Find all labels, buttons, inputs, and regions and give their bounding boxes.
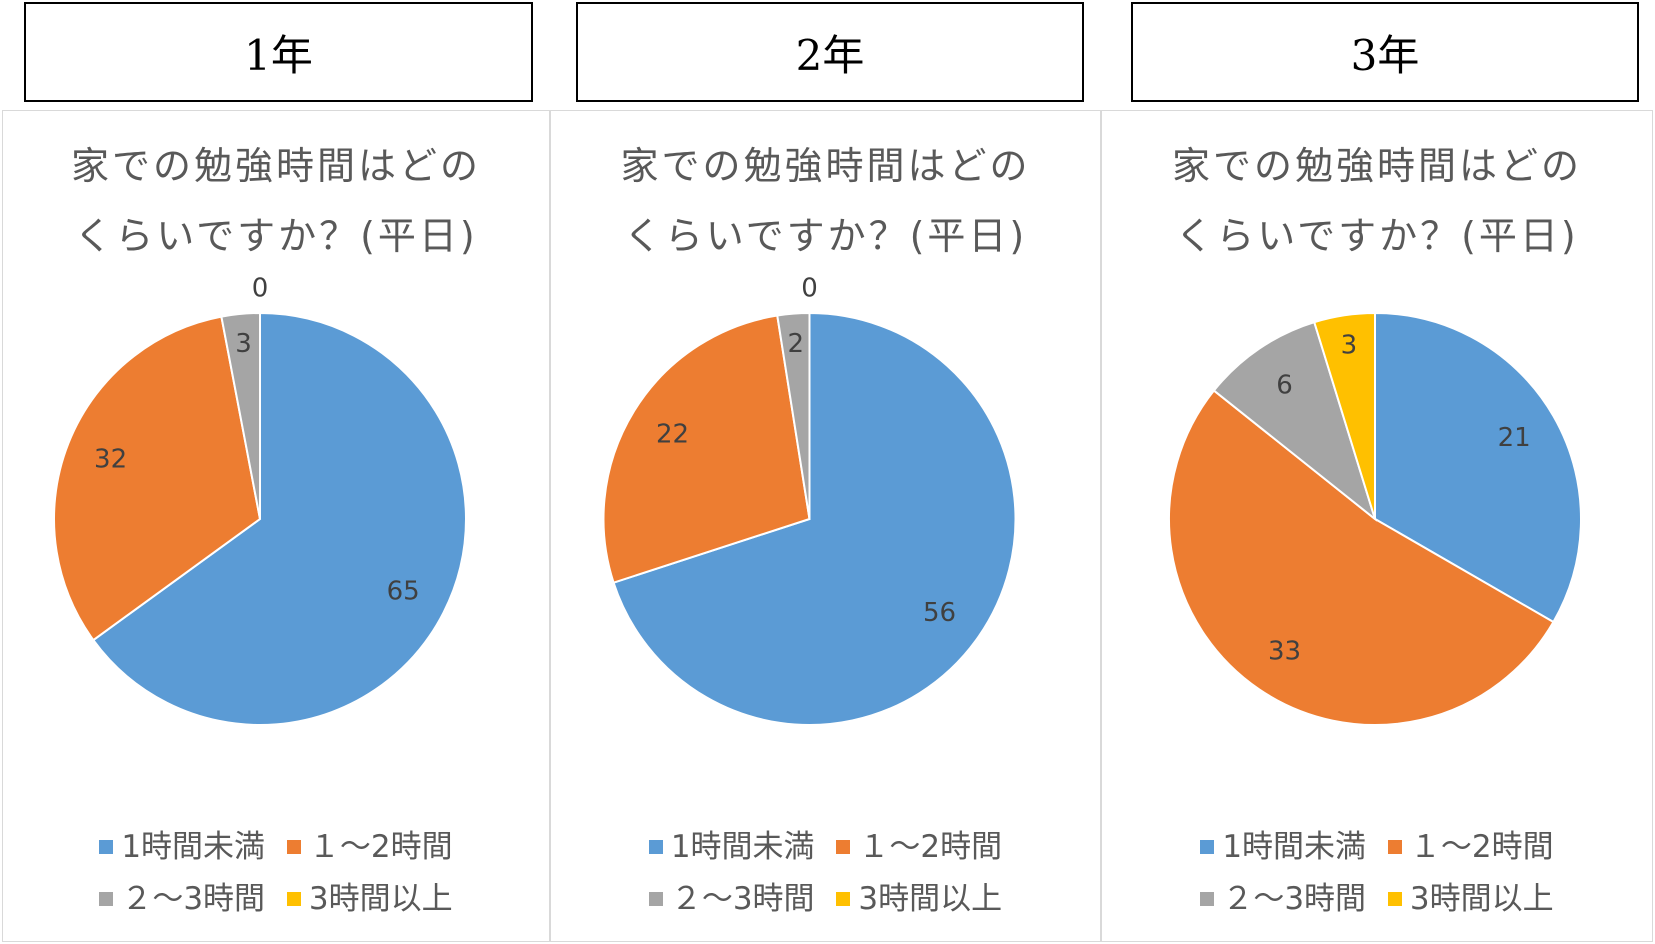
legend-item-2to3: ２～3時間 xyxy=(1200,873,1366,925)
legend-item-3plus: 3時間以上 xyxy=(286,873,453,925)
grade-header-3: 3年 xyxy=(1131,2,1639,102)
legend-label-1to2: １～2時間 xyxy=(858,829,1003,865)
pie-slice-lt1 xyxy=(1374,311,1582,624)
data-label-1to2: 22 xyxy=(656,420,689,450)
chart-title-line-2: くらいですか？(平日) xyxy=(623,214,1028,258)
legend-label-3plus: 3時間以上 xyxy=(1409,881,1554,917)
chart-title-line-1: 家での勉強時間はどの xyxy=(1171,144,1582,188)
legend-swatch-3plus xyxy=(836,891,851,906)
chart-title-line-2: くらいですか？(平日) xyxy=(1175,214,1579,258)
data-label-1to2: 32 xyxy=(94,444,127,474)
legend-label-lt1: 1時間未満 xyxy=(121,829,266,865)
grade-header-1: 1年 xyxy=(24,2,533,102)
data-label-lt1: 21 xyxy=(1498,423,1531,453)
legend-label-2to3: ２～3時間 xyxy=(121,881,266,917)
legend-item-1to2: １～2時間 xyxy=(286,821,453,873)
chart-title-line-1: 家での勉強時間はどの xyxy=(70,144,481,188)
pie-slice-1to2 xyxy=(602,314,811,584)
data-label-3plus: 3 xyxy=(1341,330,1358,360)
legend-swatch-2to3 xyxy=(648,891,663,906)
legend-label-3plus: 3時間以上 xyxy=(308,881,453,917)
legend-label-2to3: ２～3時間 xyxy=(1222,881,1367,917)
legend-swatch-1to2 xyxy=(1387,839,1402,854)
chart-legend: 1時間未満 １～2時間 ２～3時間 3時間以上 xyxy=(3,821,549,925)
legend-swatch-lt1 xyxy=(99,839,114,854)
legend-label-1to2: １～2時間 xyxy=(308,829,453,865)
legend-item-3plus: 3時間以上 xyxy=(1387,873,1554,925)
chart-legend: 1時間未満 １～2時間 ２～3時間 3時間以上 xyxy=(551,821,1100,925)
data-label-lt1: 65 xyxy=(387,576,420,606)
legend-item-1to2: １～2時間 xyxy=(1387,821,1554,873)
data-label-2to3: 2 xyxy=(787,329,804,359)
legend-swatch-2to3 xyxy=(99,891,114,906)
legend-label-lt1: 1時間未満 xyxy=(1222,829,1367,865)
pie-slice-2to3 xyxy=(1212,320,1377,522)
chart-panel-grade-3: 家での勉強時間はどの くらいですか？(平日) 21 33 6 3 1時間未満 １～2時… xyxy=(1101,110,1653,942)
pie-chart: 65 32 30 xyxy=(53,274,467,726)
pie-slice-lt1 xyxy=(612,311,1017,726)
chart-title-line-2: くらいですか？(平日) xyxy=(74,214,478,258)
data-label-2to3: 6 xyxy=(1276,371,1293,401)
legend-label-lt1: 1時間未満 xyxy=(670,829,815,865)
pie-slice-2to3 xyxy=(220,311,261,520)
legend-label-3plus: 3時間以上 xyxy=(858,881,1003,917)
legend-swatch-3plus xyxy=(286,891,301,906)
legend-item-lt1: 1時間未満 xyxy=(648,821,815,873)
legend-item-1to2: １～2時間 xyxy=(836,821,1002,873)
legend-swatch-1to2 xyxy=(836,839,851,854)
legend-item-2to3: ２～3時間 xyxy=(648,873,815,925)
legend-label-2to3: ２～3時間 xyxy=(670,881,815,917)
legend-swatch-3plus xyxy=(1387,891,1402,906)
chart-legend: 1時間未満 １～2時間 ２～3時間 3時間以上 xyxy=(1102,821,1652,925)
chart-title: 家での勉強時間はどの くらいですか？(平日) xyxy=(1102,131,1652,271)
chart-panel-grade-2: 家での勉強時間はどの くらいですか？(平日) 56 22 2 0 1時間未満 １～2時… xyxy=(550,110,1101,942)
data-label-lt1: 56 xyxy=(923,598,956,628)
chart-panel-grade-1: 家での勉強時間はどの くらいですか？(平日) 65 32 3 0 1時間未満 １～2時… xyxy=(2,110,550,942)
legend-label-1to2: １～2時間 xyxy=(1409,829,1554,865)
pie-chart: 21 33 6 3 xyxy=(1168,311,1582,726)
legend-item-lt1: 1時間未満 xyxy=(1200,821,1366,873)
pie-slice-lt1 xyxy=(91,311,467,726)
data-label-1to2: 33 xyxy=(1268,636,1301,666)
pie-slice-3plus xyxy=(1313,311,1376,520)
chart-title-line-1: 家での勉強時間はどの xyxy=(620,144,1031,188)
legend-item-lt1: 1時間未満 xyxy=(99,821,265,873)
data-label-3plus: 0 xyxy=(252,274,269,304)
legend-item-3plus: 3時間以上 xyxy=(836,873,1002,925)
chart-title: 家での勉強時間はどの くらいですか？(平日) xyxy=(551,131,1100,271)
chart-title: 家での勉強時間はどの くらいですか？(平日) xyxy=(3,131,549,271)
legend-swatch-1to2 xyxy=(286,839,301,854)
legend-swatch-lt1 xyxy=(648,839,663,854)
pie-slice-2to3 xyxy=(776,311,811,520)
pie-slice-1to2 xyxy=(53,315,262,642)
data-label-2to3: 3 xyxy=(235,329,252,359)
pie-slice-1to2 xyxy=(1168,389,1555,726)
grade-header-2: 2年 xyxy=(576,2,1084,102)
data-label-3plus: 0 xyxy=(801,274,818,304)
legend-swatch-2to3 xyxy=(1200,891,1215,906)
legend-swatch-lt1 xyxy=(1200,839,1215,854)
legend-item-2to3: ２～3時間 xyxy=(99,873,265,925)
